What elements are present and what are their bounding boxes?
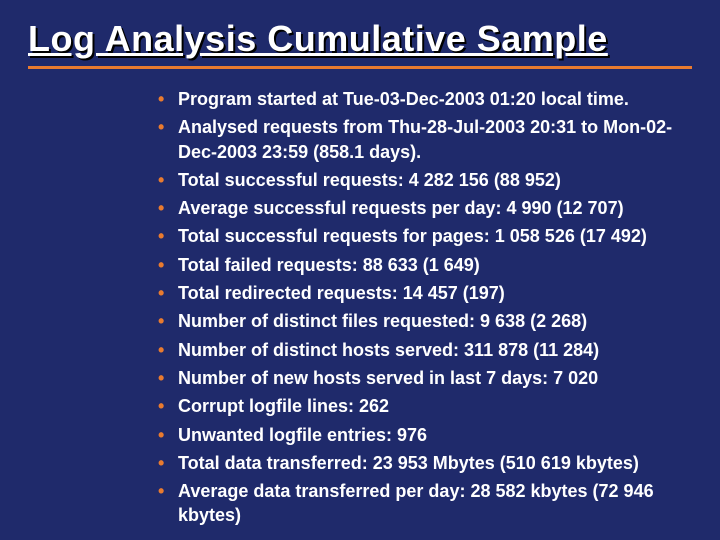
list-item: Number of new hosts served in last 7 day… (158, 366, 692, 390)
list-item: Average data transferred per day: 28 582… (158, 479, 692, 528)
list-item: Total failed requests: 88 633 (1 649) (158, 253, 692, 277)
list-item: Corrupt logfile lines: 262 (158, 394, 692, 418)
list-item: Average successful requests per day: 4 9… (158, 196, 692, 220)
list-item: Total data transferred: 23 953 Mbytes (5… (158, 451, 692, 475)
list-item: Unwanted logfile entries: 976 (158, 423, 692, 447)
list-item: Total successful requests for pages: 1 0… (158, 224, 692, 248)
list-item: Number of distinct hosts served: 311 878… (158, 338, 692, 362)
list-item: Analysed requests from Thu-28-Jul-2003 2… (158, 115, 692, 164)
slide: Log Analysis Cumulative Sample Program s… (0, 0, 720, 540)
bullet-list: Program started at Tue-03-Dec-2003 01:20… (28, 87, 692, 528)
title-underline-rule (28, 66, 692, 69)
list-item: Total successful requests: 4 282 156 (88… (158, 168, 692, 192)
list-item: Total redirected requests: 14 457 (197) (158, 281, 692, 305)
list-item: Number of distinct files requested: 9 63… (158, 309, 692, 333)
slide-title: Log Analysis Cumulative Sample (28, 18, 692, 60)
list-item: Program started at Tue-03-Dec-2003 01:20… (158, 87, 692, 111)
